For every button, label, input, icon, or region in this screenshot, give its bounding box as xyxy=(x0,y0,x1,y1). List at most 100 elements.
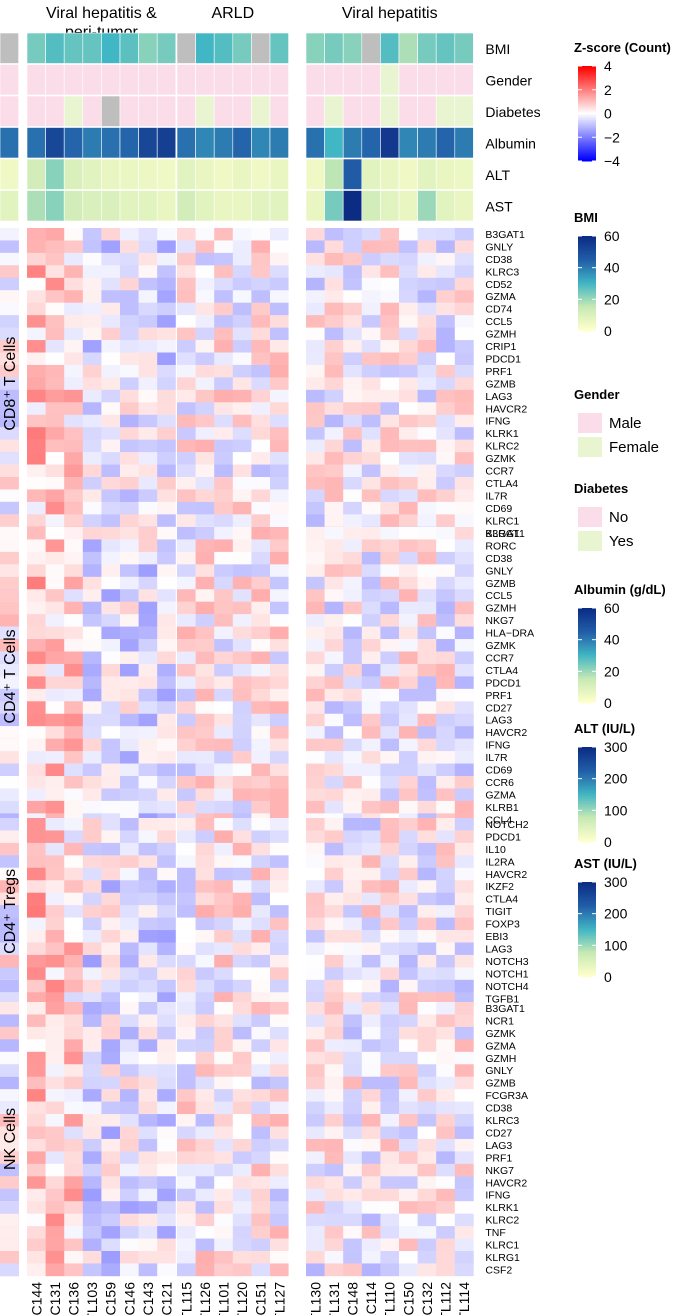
heatmap-cell xyxy=(399,1089,418,1102)
legend-gradient-step xyxy=(578,921,596,924)
heatmap-cell xyxy=(101,1201,121,1214)
heatmap-cell xyxy=(251,1226,271,1239)
heatmap-cell xyxy=(380,1201,400,1214)
heatmap-cell xyxy=(399,514,418,528)
heatmap-cell xyxy=(399,290,418,303)
heatmap-cell xyxy=(157,389,177,403)
heatmap-cell xyxy=(454,639,474,652)
legend-gradient-step xyxy=(578,272,596,275)
heatmap-cell xyxy=(45,1002,65,1015)
heatmap-cell xyxy=(214,626,234,640)
heatmap-cell xyxy=(399,414,418,428)
heatmap-cell xyxy=(120,601,139,615)
legend-gradient-step xyxy=(578,834,596,837)
heatmap-cell xyxy=(270,867,289,881)
heatmap-cell xyxy=(380,464,400,478)
heatmap-cell xyxy=(101,1188,121,1202)
heatmap-cell xyxy=(27,240,46,254)
heatmap-cell xyxy=(251,763,271,777)
legend-tick-label-6-3: 0 xyxy=(604,969,612,985)
heatmap-cell xyxy=(399,252,418,266)
heatmap-cell xyxy=(64,477,84,490)
heatmap-cell xyxy=(27,414,46,428)
heatmap-cell xyxy=(45,830,65,844)
heatmap-cell xyxy=(82,302,102,316)
heatmap-cell xyxy=(270,1226,289,1239)
heatmap-cell xyxy=(436,663,456,677)
heatmap-cell xyxy=(380,867,400,881)
heatmap-cell xyxy=(157,1002,177,1015)
heatmap-cell xyxy=(343,1126,363,1140)
heatmap-cell xyxy=(417,751,437,764)
heatmap-cell xyxy=(45,1039,65,1053)
heatmap-cell xyxy=(138,626,158,640)
heatmap-cell xyxy=(306,701,325,715)
heatmap-cell xyxy=(27,726,46,739)
heatmap-cell xyxy=(454,364,474,378)
heatmap-cell xyxy=(324,954,344,968)
heatmap-cell xyxy=(138,967,158,981)
heatmap-cell xyxy=(436,315,456,328)
heatmap-cell xyxy=(380,539,400,553)
heatmap-cell xyxy=(101,564,121,578)
heatmap-cell xyxy=(417,1188,437,1202)
heatmap-cell xyxy=(380,663,400,677)
heatmap-cell xyxy=(0,763,19,777)
heatmap-cell xyxy=(45,942,65,956)
heatmap-cell xyxy=(177,564,196,578)
heatmap-cell xyxy=(251,738,271,752)
heatmap-cell xyxy=(417,576,437,590)
heatmap-cell xyxy=(27,514,46,528)
heatmap-cell xyxy=(27,1201,46,1214)
heatmap-cell xyxy=(251,1238,271,1252)
heatmap-cell xyxy=(436,364,456,378)
heatmap-cell xyxy=(101,688,121,702)
heatmap-cell xyxy=(27,800,46,814)
legend-tick-label-5-1: 200 xyxy=(604,771,628,787)
heatmap-cell xyxy=(0,277,19,291)
heatmap-cell xyxy=(306,315,325,328)
legend-gradient-step xyxy=(578,278,596,281)
heatmap-cell xyxy=(177,352,196,366)
heatmap-cell xyxy=(138,340,158,353)
heatmap-cell xyxy=(436,830,456,844)
heatmap-cell xyxy=(232,1188,252,1202)
heatmap-cell xyxy=(214,489,234,503)
heatmap-cell xyxy=(195,763,215,777)
heatmap-cell xyxy=(101,663,121,677)
heatmap-cell xyxy=(324,352,344,366)
heatmap-cell xyxy=(417,1051,437,1065)
heatmap-cell xyxy=(380,738,400,752)
heatmap-cell xyxy=(138,788,158,802)
heatmap-cell xyxy=(306,551,325,565)
heatmap-cell xyxy=(454,880,474,893)
heatmap-cell xyxy=(343,1014,363,1028)
heatmap-cell xyxy=(177,614,196,627)
legend-gradient-step xyxy=(578,258,596,261)
heatmap-cell xyxy=(436,892,456,906)
heatmap-cell xyxy=(195,464,215,478)
heatmap-cell xyxy=(324,713,344,727)
heatmap-cell xyxy=(195,905,215,918)
heatmap-cell xyxy=(82,364,102,378)
heatmap-cell xyxy=(380,514,400,528)
heatmap-cell xyxy=(454,1263,474,1277)
heatmap-cell xyxy=(380,1114,400,1127)
heatmap-cell xyxy=(454,464,474,478)
heatmap-cell xyxy=(380,1126,400,1140)
heatmap-cell xyxy=(82,676,102,690)
heatmap-cell xyxy=(270,855,289,869)
annotation-cell-gender-LC151 xyxy=(251,64,271,96)
heatmap-cell xyxy=(417,1238,437,1252)
legend-gradient-step xyxy=(578,687,596,690)
heatmap-cell xyxy=(101,917,121,931)
heatmap-cell xyxy=(177,726,196,739)
heatmap-cell xyxy=(251,1263,271,1277)
heatmap-cell xyxy=(45,389,65,403)
heatmap-cell xyxy=(306,663,325,677)
heatmap-cell xyxy=(45,992,65,1006)
annotation-cell-albumin-LC159 xyxy=(101,127,121,159)
heatmap-cell xyxy=(270,364,289,378)
heatmap-cell xyxy=(64,1114,84,1127)
legend-tick-label-5-3: 0 xyxy=(604,834,612,850)
